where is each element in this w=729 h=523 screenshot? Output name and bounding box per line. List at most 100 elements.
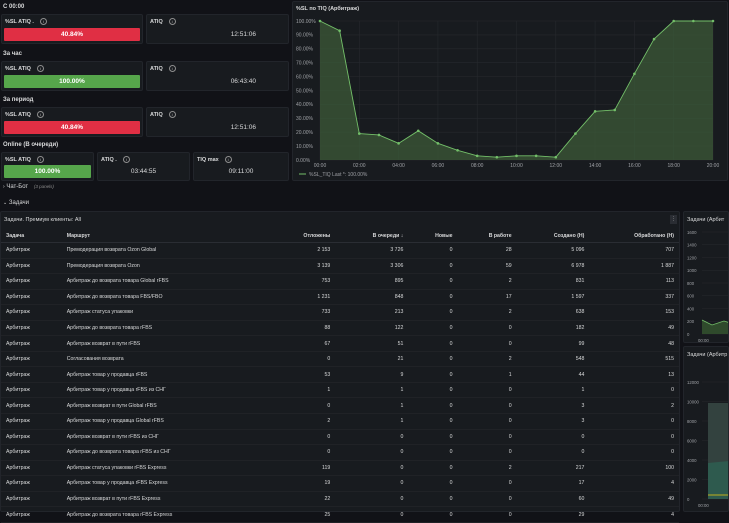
y-tick-label: 6000 — [687, 438, 697, 443]
atiq-value: 12:51:06 — [230, 31, 256, 38]
info-icon[interactable]: i — [122, 156, 130, 163]
table-cell: Арбитраж — [1, 335, 62, 352]
series-area — [320, 21, 713, 160]
chevron-right-icon: › — [3, 184, 5, 190]
atiq-value: 06:43:40 — [230, 78, 256, 85]
sl-value: 100.00% — [4, 165, 91, 178]
y-tick-label: 0 — [687, 332, 690, 337]
sl-panel-3[interactable]: %SL ATIQ i 40.84% — [1, 107, 143, 137]
column-header[interactable]: Отложены — [269, 229, 336, 243]
tasks-arbitrage-panel-bottom[interactable]: Задачи (Арбитр 12000 10000 8000 6000 4000 200… — [683, 346, 729, 512]
table-cell: 100 — [589, 460, 679, 477]
x-tick-label: 02:00 — [353, 163, 366, 169]
tasks-arbitrage-panel-top[interactable]: Задачи (Арбит 1600 1400 1200 1000 800 600 400 2… — [683, 211, 729, 343]
column-header[interactable]: В очереди ↓ — [335, 229, 409, 243]
x-tick-label: 00:00 — [698, 338, 709, 343]
y-tick-label: 50.00% — [296, 88, 314, 94]
table-row[interactable]: Арбитраж Премодерация возврата Ozon Globa… — [1, 242, 679, 259]
table-row[interactable]: Арбитраж Арбитраж товар у продавца rFBS и… — [1, 382, 679, 399]
sl-tiq-chart-panel[interactable]: %SL по TIQ (Арбитраж) 0.00% 10.00% 20.00% 3… — [292, 1, 728, 181]
atiq-panel-3[interactable]: ATIQ i 12:51:06 — [146, 107, 289, 137]
data-point — [397, 142, 400, 145]
column-header[interactable]: Задача — [1, 229, 62, 243]
sl-panel-2[interactable]: %SL ATIQ i 100.00% — [1, 61, 143, 91]
table-row[interactable]: Арбитраж Арбитраж возврат в пути Global r… — [1, 397, 679, 415]
data-point — [652, 37, 656, 41]
info-icon[interactable]: i — [168, 111, 176, 118]
sl-panel-4[interactable]: %SL ATIQ i 100.00% — [1, 152, 94, 181]
table-cell: Арбитраж возврат в пути rFBS из СНГ — [61, 429, 270, 446]
table-cell: 0 — [408, 444, 458, 461]
table-row[interactable]: Арбитраж Арбитраж статуса упаковки rFBS E… — [1, 460, 679, 477]
table-cell: 3 306 — [335, 258, 409, 275]
table-row[interactable]: Арбитраж Арбитраж статуса упаковки 733 213 0… — [1, 304, 679, 321]
table-row[interactable]: Арбитраж Согласования возврата 0 21 0 2 548 515 — [1, 351, 679, 368]
table-cell: 0 — [408, 304, 458, 321]
table-row[interactable]: Арбитраж Арбитраж возврат в пути rFBS 67 51… — [1, 335, 679, 352]
atiq-panel-2[interactable]: ATIQ i 06:43:40 — [146, 61, 289, 91]
table-row[interactable]: Арбитраж Арбитраж до возврата товара Glob… — [1, 273, 679, 290]
column-header[interactable]: В работе — [457, 229, 517, 243]
table-row[interactable]: Арбитраж Арбитраж до возврата товара FBS/… — [1, 289, 679, 306]
column-header[interactable]: Маршрут — [61, 229, 270, 243]
y-tick-label: 1600 — [687, 230, 697, 235]
column-header[interactable]: Обработано (Н) — [589, 229, 679, 243]
table-cell: Арбитраж — [1, 351, 62, 368]
info-icon[interactable]: i — [39, 18, 47, 25]
data-point — [711, 19, 715, 23]
column-header[interactable]: Создано (Н) — [516, 229, 590, 243]
info-icon[interactable]: i — [36, 156, 44, 163]
table-row[interactable]: Арбитраж Арбитраж до возврата товара rFBS… — [1, 444, 679, 461]
table-cell: 0 — [335, 475, 409, 492]
x-tick-label: 06:00 — [432, 163, 445, 169]
table-row[interactable]: Арбитраж Арбитраж возврат в пути rFBS из … — [1, 429, 679, 446]
row-chatbot[interactable]: › Чат-Бот (3 panels) — [3, 184, 54, 190]
table-row[interactable]: Арбитраж Арбитраж до возврата товара rFBS… — [1, 506, 679, 523]
row-tasks[interactable]: ⌄ Задачи — [3, 200, 29, 206]
table-cell: 0 — [335, 506, 409, 523]
info-icon[interactable]: i — [36, 65, 44, 72]
table-cell: Арбитраж до возврата товара rFBS из СНГ — [61, 444, 270, 461]
table-cell: Арбитраж до возврата товара rFBS Express — [61, 506, 270, 523]
table-cell: 29 — [516, 506, 590, 523]
section-title-period: За период — [3, 97, 34, 103]
panel-menu-icon[interactable]: ⋮ — [670, 215, 677, 224]
table-cell: 0 — [589, 444, 679, 461]
atiq-panel-1[interactable]: ATIQ i 12:51:06 — [146, 14, 289, 44]
table-cell: 0 — [408, 460, 458, 477]
table-cell: 17 — [457, 289, 517, 306]
sl-panel-1[interactable]: %SL ATIQ . i 40.84% — [1, 14, 143, 44]
info-icon[interactable]: i — [36, 111, 44, 118]
table-cell: 0 — [335, 491, 409, 508]
tiq-max-panel[interactable]: TIQ max i 09:11:00 — [193, 152, 289, 181]
tasks-table-panel[interactable]: Задачи. Премиум клиенты: All ⋮ Задача Мар… — [0, 211, 680, 523]
info-icon[interactable]: i — [168, 65, 176, 72]
table-row[interactable]: Арбитраж Премодерация возврата Ozon 3 139 3… — [1, 258, 679, 275]
table-cell: 895 — [335, 273, 409, 290]
table-row[interactable]: Арбитраж Арбитраж товар у продавца rFBS E… — [1, 475, 679, 492]
table-cell: Арбитраж возврат в пути Global rFBS — [61, 397, 270, 415]
table-row[interactable]: Арбитраж Арбитраж товар у продавца Global… — [1, 413, 679, 430]
table-cell: 0 — [457, 506, 517, 523]
table-cell: Арбитраж до возврата товара FBS/FBO — [61, 289, 270, 306]
table-cell: 0 — [457, 413, 517, 430]
table-row[interactable]: Арбитраж Арбитраж товар у продавца rFBS 53… — [1, 366, 679, 383]
data-point — [358, 132, 361, 135]
legend-label: %SL_TIQ Last *: 100.00% — [309, 172, 368, 178]
table-cell: 1 — [457, 366, 517, 383]
table-cell: 548 — [516, 351, 590, 368]
info-icon[interactable]: i — [224, 156, 232, 163]
table-cell: Арбитраж до возврата товара rFBS — [61, 320, 270, 337]
table-cell: Арбитраж — [1, 258, 62, 275]
table-cell: 51 — [335, 335, 409, 352]
table-cell: 0 — [408, 335, 458, 352]
y-tick-label: 400 — [687, 306, 695, 311]
atiq-panel-4[interactable]: ATIQ . i 03:44:55 — [97, 152, 190, 181]
table-cell: 217 — [516, 460, 590, 477]
table-row[interactable]: Арбитраж Арбитраж возврат в пути rFBS Exp… — [1, 491, 679, 508]
section-title-online: Online (В очереди) — [3, 142, 59, 148]
table-cell: Арбитраж — [1, 491, 62, 508]
info-icon[interactable]: i — [168, 18, 176, 25]
column-header[interactable]: Новые — [408, 229, 458, 243]
table-row[interactable]: Арбитраж Арбитраж до возврата товара rFBS… — [1, 320, 679, 337]
